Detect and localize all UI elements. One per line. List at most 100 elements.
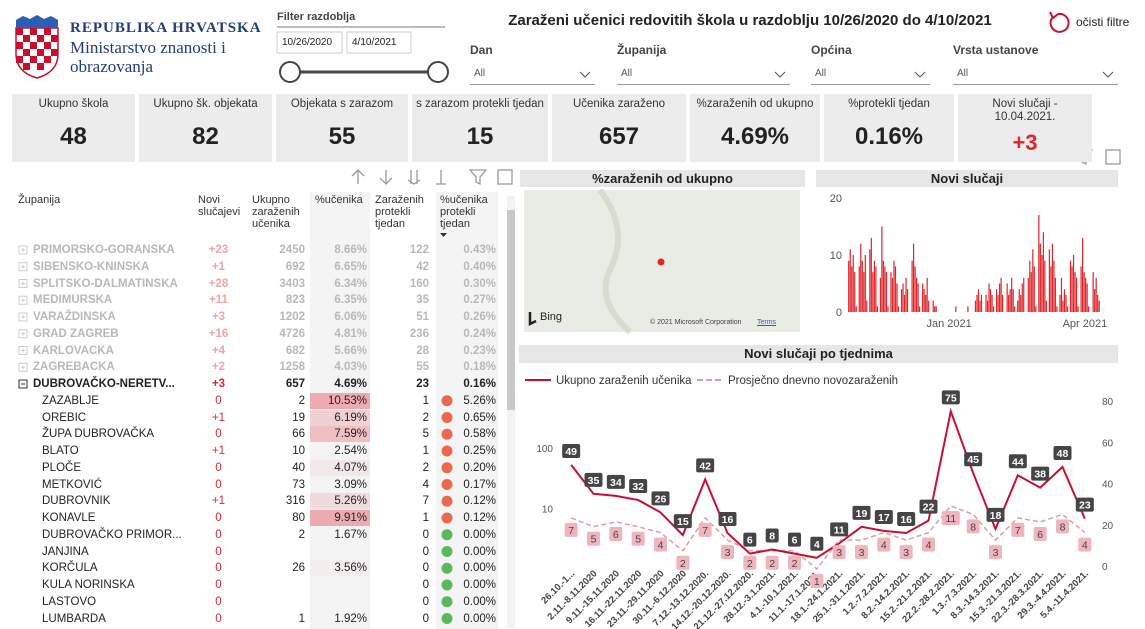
status-dot <box>441 395 453 407</box>
dropdown-label: Vrsta ustanove <box>953 43 1039 57</box>
bar <box>1012 289 1014 312</box>
column-header[interactable]: %učenika protekli tjedan <box>440 194 488 230</box>
column-header[interactable]: %učenika <box>315 194 363 206</box>
table-cell: 35 <box>416 294 429 307</box>
clear-filters[interactable]: očisti filtre <box>1076 15 1130 29</box>
dropdown-arrow <box>579 71 591 78</box>
data-label-box <box>562 443 581 458</box>
table-cell: 0.40% <box>463 260 496 273</box>
dropdown[interactable]: All <box>811 65 930 85</box>
table-cell: 1258 <box>279 361 305 374</box>
dropdown[interactable]: All <box>470 65 595 85</box>
table-cell: 1.67% <box>334 528 367 541</box>
bar <box>887 306 889 312</box>
expand-icon <box>18 346 28 355</box>
bar <box>935 306 937 312</box>
kpi-value: 0.16% <box>854 123 924 150</box>
bar <box>1017 300 1019 312</box>
data-label-box <box>810 536 824 551</box>
kpi-card <box>412 94 548 162</box>
expand-icon <box>18 295 28 305</box>
date-start[interactable]: 10/26/2020 <box>282 37 333 48</box>
date-box[interactable] <box>346 31 412 54</box>
table-cell: ZAZABLJE <box>42 394 99 407</box>
column-header[interactable]: Ukupno zaraženih učenika <box>252 194 300 230</box>
table-cell: +4 <box>211 344 226 357</box>
bar <box>917 283 919 312</box>
data-label-box <box>696 458 715 473</box>
bar <box>1029 260 1031 312</box>
table-cell: 0 <box>422 579 429 591</box>
clear-icon[interactable] <box>1049 11 1070 33</box>
expand-icon <box>18 262 28 272</box>
expand-icon <box>18 379 28 389</box>
data-label-box <box>631 531 645 546</box>
data-label-box <box>584 472 603 487</box>
kpi-label: Učenika zaraženo <box>572 98 666 110</box>
bar <box>1072 255 1075 312</box>
dropdown[interactable]: All <box>953 65 1118 85</box>
sort-indicator <box>440 233 447 237</box>
bar <box>1033 266 1035 312</box>
bar <box>1020 294 1022 312</box>
table-cell: 3403 <box>279 277 305 290</box>
table-cell: 5.66% <box>334 344 367 357</box>
data-label-box <box>651 491 670 506</box>
column-header[interactable]: Županija <box>18 194 61 206</box>
map-terms[interactable]: Terms <box>757 319 777 326</box>
column-header[interactable]: Novi slučajevi <box>198 194 241 218</box>
table-cell: 5.26% <box>463 394 496 407</box>
data-label: 3 <box>836 547 842 559</box>
table-cell: 5.26% <box>310 493 370 510</box>
slider-handle[interactable] <box>279 61 301 83</box>
table-cell: 2.54% <box>334 445 367 457</box>
bar <box>986 300 989 312</box>
bar <box>1075 277 1078 312</box>
dropdown[interactable]: All <box>617 65 790 85</box>
bar <box>1050 266 1052 312</box>
slider-handle[interactable] <box>427 61 449 83</box>
toolbar[interactable] <box>351 149 1121 186</box>
bar <box>925 294 927 312</box>
column-header[interactable]: Zaraženih protekli tjedan <box>375 194 424 230</box>
map-point[interactable] <box>657 258 665 266</box>
table-cell: JANJINA <box>42 545 89 558</box>
table-cell: 160 <box>409 277 429 290</box>
logo-line: REPUBLIKA HRVATSKA <box>70 20 262 36</box>
date-box[interactable] <box>276 31 343 54</box>
date-end[interactable]: 4/10/2021 <box>352 37 397 48</box>
bar <box>879 277 881 312</box>
bar <box>896 283 898 312</box>
bar <box>1035 306 1037 312</box>
bar <box>861 260 863 312</box>
bar <box>876 306 878 312</box>
bar <box>849 249 851 312</box>
data-label-box <box>855 545 868 560</box>
data-label: 16 <box>722 514 734 526</box>
scrollbar[interactable] <box>507 196 515 628</box>
table-cell: 4.03% <box>334 361 367 374</box>
bar <box>1009 289 1011 312</box>
logo-line: Ministarstvo znanosti i <box>70 38 226 57</box>
data-label-box <box>989 545 1002 560</box>
bar <box>1065 294 1067 312</box>
table-cell: 0 <box>215 595 222 608</box>
data-label: 23 <box>1079 500 1091 512</box>
kpi-card <box>12 94 135 162</box>
table-cell: 7.59% <box>310 426 370 443</box>
table-cell: 42 <box>416 260 429 273</box>
bar <box>1006 283 1008 312</box>
table-cell: 0 <box>422 562 429 575</box>
data-label: 2 <box>769 558 775 570</box>
data-label-box <box>743 532 757 547</box>
data-label: 4 <box>814 539 820 551</box>
bar <box>1039 243 1041 312</box>
table-cell: 1 <box>422 445 429 457</box>
table-cell: 3.56% <box>310 560 370 577</box>
y-tick-label: 20 <box>830 193 842 205</box>
data-label: 44 <box>1012 456 1024 468</box>
data-label: 16 <box>900 514 912 526</box>
data-label: 6 <box>1037 529 1043 541</box>
scroll-thumb[interactable] <box>507 210 515 410</box>
table-cell: 8.66% <box>334 244 367 256</box>
